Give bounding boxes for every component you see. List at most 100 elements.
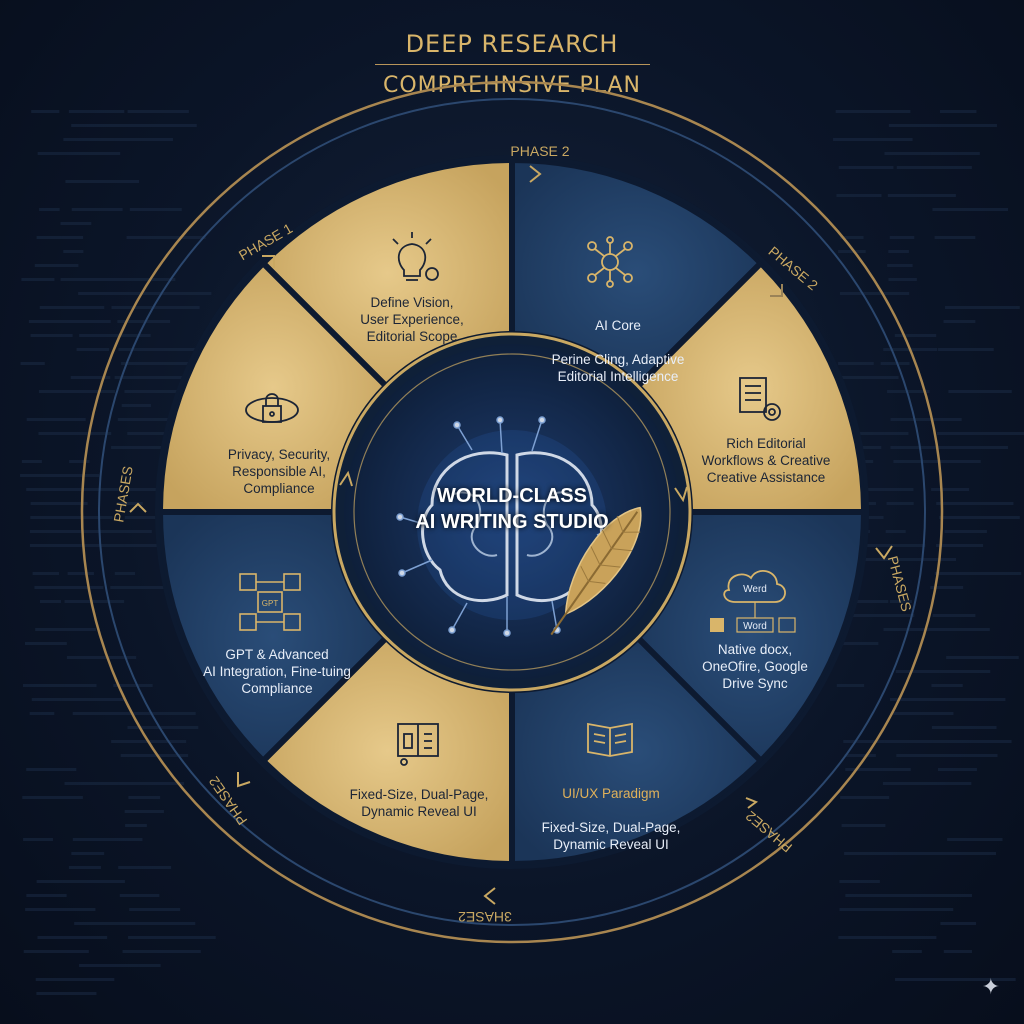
- code-line: [947, 838, 1003, 841]
- code-line: [887, 138, 913, 141]
- gpt-box-label: GPT: [262, 599, 279, 608]
- code-line: [118, 348, 201, 351]
- code-line: [932, 208, 1009, 211]
- code-line: [36, 236, 69, 239]
- code-line: [937, 768, 977, 771]
- code-line: [61, 698, 124, 701]
- code-line: [127, 432, 179, 435]
- code-line: [888, 278, 917, 281]
- code-line: [30, 516, 113, 519]
- word-tag-label: Word: [743, 621, 767, 632]
- code-line: [114, 376, 186, 379]
- chevron-top-right-icon: [770, 284, 783, 297]
- code-line: [129, 208, 182, 211]
- code-line: [34, 264, 79, 267]
- code-line: [892, 950, 922, 953]
- code-line: [836, 642, 879, 645]
- code-line: [117, 502, 143, 505]
- chevron-top-left-icon: [262, 255, 275, 268]
- segment-label-ai-core: Perine Cling, Adaptive Editorial Intelli…: [551, 352, 685, 384]
- code-line: [76, 586, 104, 589]
- cube-network-icon: GPT: [239, 573, 301, 631]
- code-line: [885, 530, 906, 533]
- code-line: [32, 572, 60, 575]
- segment-label-vision: Define Vision, User Experience, Editoria…: [360, 295, 464, 344]
- code-line: [74, 922, 142, 925]
- chevron-top-icon: [529, 165, 542, 183]
- segment-label-privacy: Privacy, Security, Responsible AI, Compl…: [227, 447, 331, 496]
- code-line: [890, 698, 955, 701]
- code-line: [931, 418, 962, 421]
- code-line: [889, 236, 915, 239]
- code-line: [35, 978, 88, 981]
- code-line: [895, 978, 940, 981]
- code-line: [124, 810, 164, 813]
- code-line: [121, 362, 205, 365]
- code-line: [945, 306, 1020, 309]
- code-line: [886, 502, 914, 505]
- code-line: [75, 530, 145, 533]
- ring-label-right: PHASES: [885, 554, 915, 613]
- code-line: [64, 978, 115, 981]
- code-line: [26, 488, 90, 491]
- code-line: [844, 852, 902, 855]
- code-line: [71, 852, 105, 855]
- code-line: [29, 712, 55, 715]
- code-line: [835, 110, 911, 113]
- lightbulb-gear-icon: [392, 232, 439, 281]
- ring-label-left: PHASES: [110, 465, 136, 524]
- title-block: DEEP RESEARCH COMPREHNSIVE PLAN: [0, 30, 1024, 98]
- code-line: [839, 880, 880, 883]
- code-line: [890, 418, 954, 421]
- code-line: [893, 712, 954, 715]
- cloud-label: Werd: [743, 584, 767, 595]
- code-line: [887, 264, 913, 267]
- code-line: [839, 908, 911, 911]
- code-line: [945, 628, 990, 631]
- code-line: [62, 880, 84, 883]
- network-hub-icon: [587, 236, 633, 288]
- code-line: [896, 754, 964, 757]
- segment-label-gpt: GPT & Advanced AI Integration, Fine-tuin…: [203, 647, 351, 696]
- code-line: [39, 208, 60, 211]
- code-line: [849, 544, 926, 547]
- code-line: [79, 334, 136, 337]
- code-line: [23, 838, 53, 841]
- code-line: [943, 320, 976, 323]
- code-line: [39, 306, 105, 309]
- code-line: [122, 950, 201, 953]
- segment-outer-border: [155, 155, 869, 869]
- code-line: [29, 544, 81, 547]
- code-line: [72, 152, 121, 155]
- code-line: [117, 334, 151, 337]
- code-line: [938, 124, 997, 127]
- code-line: [29, 530, 80, 533]
- code-line: [935, 166, 972, 169]
- code-line: [948, 698, 1006, 701]
- title-line-1: DEEP RESEARCH: [405, 30, 619, 58]
- code-line: [838, 166, 894, 169]
- code-line: [71, 208, 123, 211]
- code-line: [63, 936, 108, 939]
- code-line: [31, 110, 60, 113]
- code-line: [61, 236, 84, 239]
- code-line: [119, 894, 160, 897]
- code-line: [895, 558, 957, 561]
- code-line: [21, 278, 55, 281]
- code-line: [948, 390, 1012, 393]
- segment-uiux: UI/UX Paradigm Fixed-Size, Dual-Page, Dy…: [526, 768, 696, 870]
- code-line: [60, 222, 92, 225]
- code-line: [847, 614, 915, 617]
- segment-title-uiux: UI/UX Paradigm: [562, 786, 660, 801]
- code-line: [111, 306, 200, 309]
- code-line: [111, 446, 164, 449]
- code-line: [71, 124, 126, 127]
- code-line: [936, 502, 1014, 505]
- center-title-line-2: AI WRITING STUDIO: [415, 511, 609, 533]
- code-line: [930, 152, 980, 155]
- code-line: [834, 376, 899, 379]
- chevron-bottom-left-icon: [237, 772, 251, 788]
- code-line: [26, 894, 67, 897]
- code-line: [76, 348, 110, 351]
